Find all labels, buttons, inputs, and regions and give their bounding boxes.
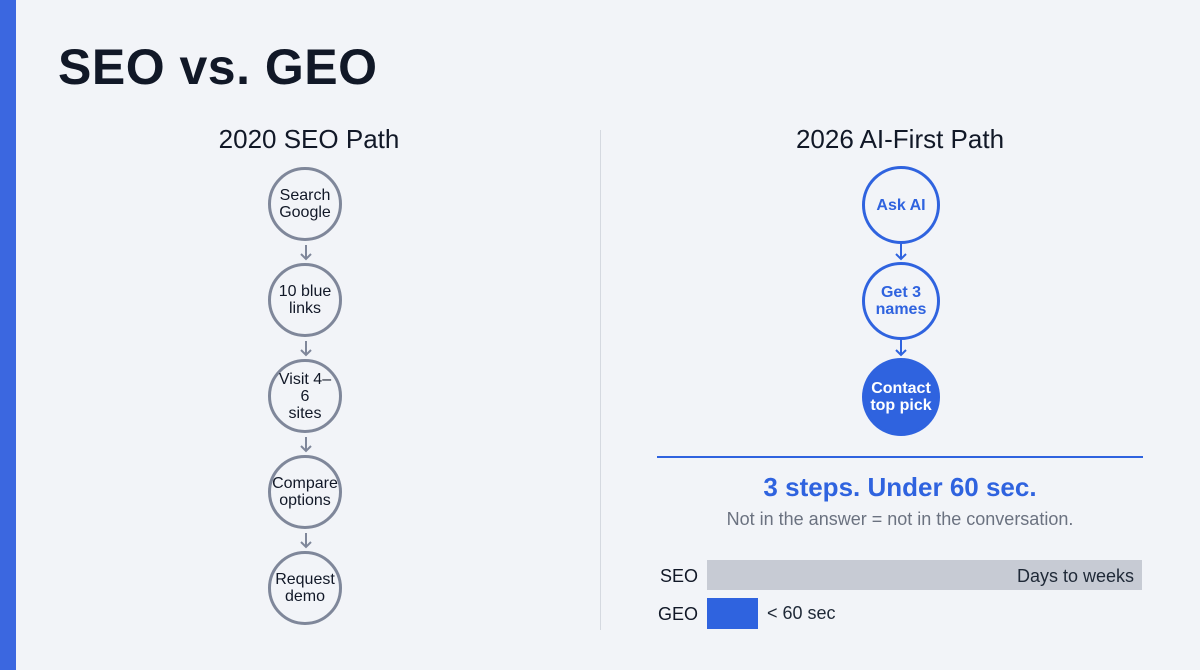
page-title: SEO vs. GEO bbox=[58, 39, 378, 95]
ai-step-ask-ai: Ask AI bbox=[862, 166, 940, 244]
seo-arrowhead-4 bbox=[300, 541, 312, 549]
summary-headline: 3 steps. Under 60 sec. bbox=[763, 472, 1037, 502]
geo-time-value: < 60 sec bbox=[767, 603, 836, 623]
seo-time-value: Days to weeks bbox=[1016, 566, 1134, 586]
accent-bar bbox=[0, 0, 16, 670]
ai-step-get-names: Get 3 names bbox=[862, 262, 940, 340]
seo-step-search-google: Search Google bbox=[268, 167, 342, 241]
seo-arrowhead-1 bbox=[300, 253, 312, 261]
seo-step-visit-sites: Visit 4–6 sites bbox=[268, 359, 342, 433]
seo-step-compare-options: Compare options bbox=[268, 455, 342, 529]
seo-step-request-demo: Request demo bbox=[268, 551, 342, 625]
seo-arrowhead-3 bbox=[300, 445, 312, 453]
geo-time-bar bbox=[707, 598, 758, 629]
seo-bar-label: SEO bbox=[659, 566, 698, 586]
summary-divider bbox=[657, 456, 1143, 458]
geo-bar-label: GEO bbox=[657, 604, 698, 624]
summary-subline: Not in the answer = not in the conversat… bbox=[726, 509, 1074, 529]
seo-step-blue-links: 10 blue links bbox=[268, 263, 342, 337]
column-divider bbox=[600, 130, 601, 630]
seo-path-heading: 2020 SEO Path bbox=[218, 124, 400, 154]
ai-step-contact-top-pick: Contact top pick bbox=[862, 358, 940, 436]
ai-arrowhead-2 bbox=[895, 349, 907, 357]
ai-arrowhead-1 bbox=[895, 253, 907, 261]
seo-time-bar: Days to weeks bbox=[707, 560, 1142, 590]
ai-path-heading: 2026 AI-First Path bbox=[795, 124, 1005, 154]
seo-arrowhead-2 bbox=[300, 349, 312, 357]
